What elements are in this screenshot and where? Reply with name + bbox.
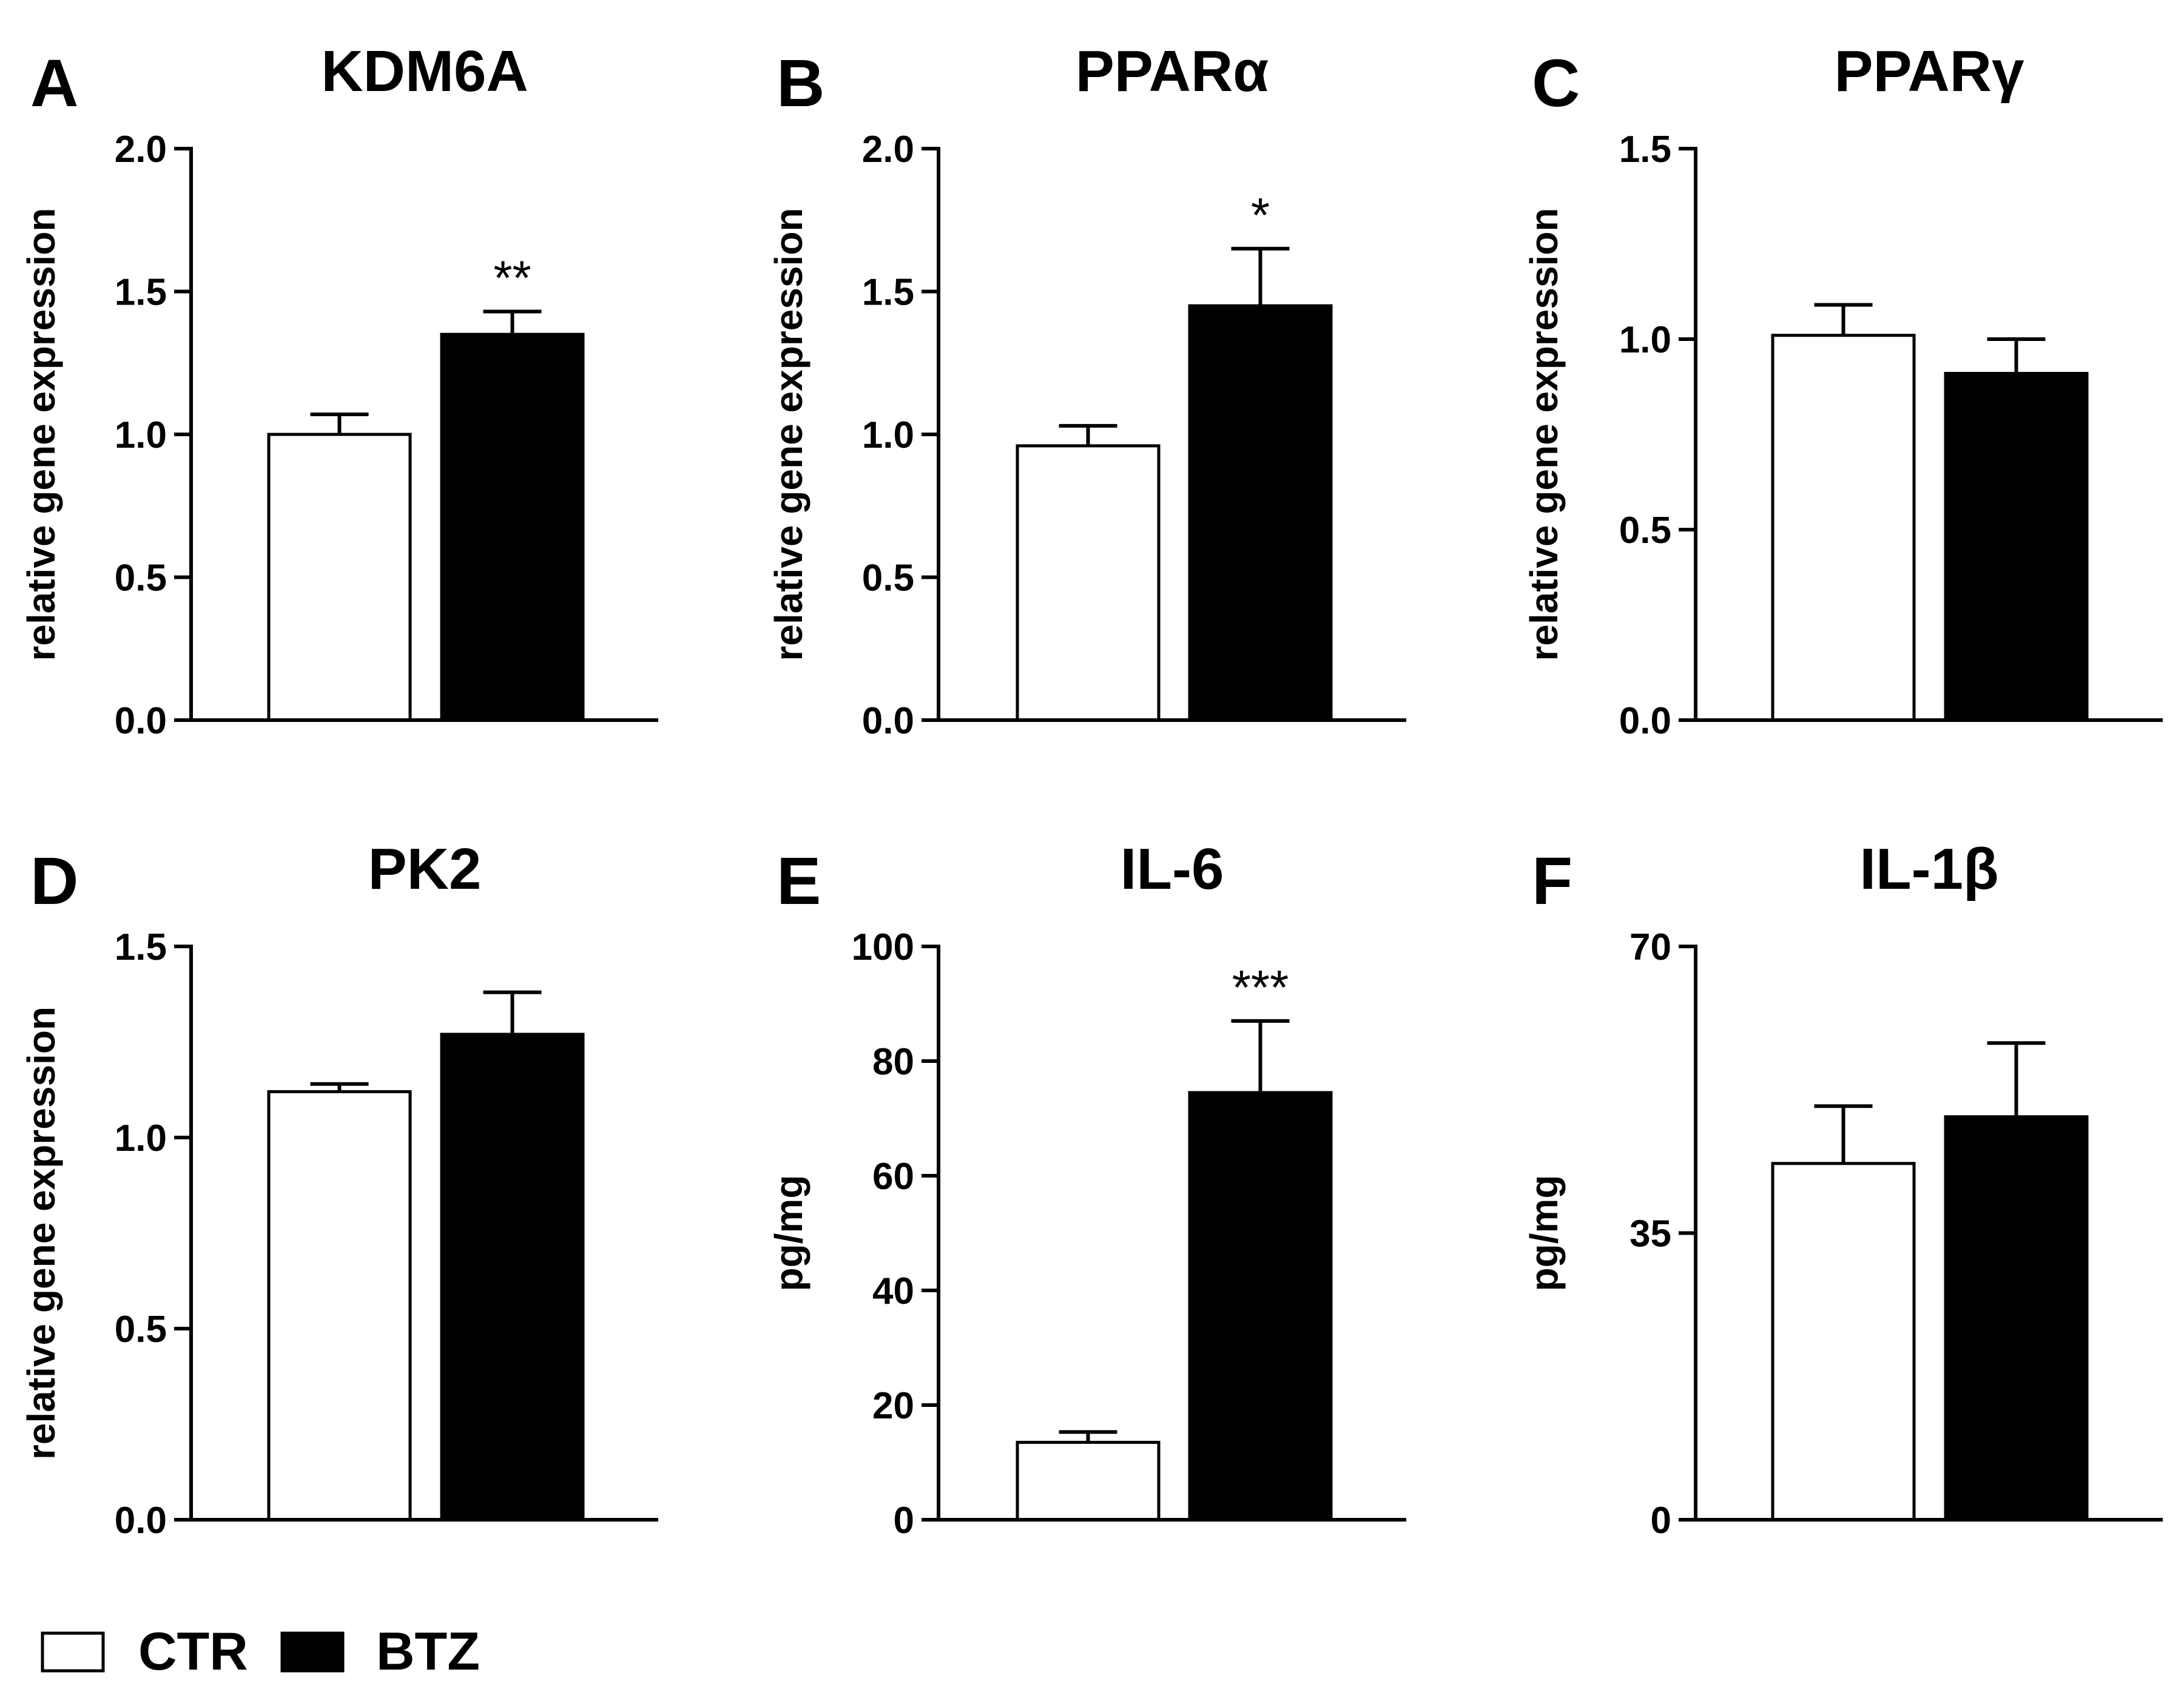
panel-letter-e: E xyxy=(777,844,821,919)
significance-marker-b: * xyxy=(1251,188,1270,242)
bar-ctr-c xyxy=(1771,334,1916,722)
panel-b: B PPARα relative gene expression * 0.0 0.5 1.0… xyxy=(767,39,1406,742)
bar-ctr-b xyxy=(1016,444,1161,722)
panel-a: A KDM6A relative gene expression ** 0.0 0.5 1.… xyxy=(19,39,658,742)
y-tick-label-b: 0.0 xyxy=(862,700,914,742)
bar-ctr-f xyxy=(1771,1162,1916,1522)
bar-btz-f xyxy=(1944,1115,2089,1522)
y-tick-label-d: 1.5 xyxy=(115,926,167,968)
panel-letter-d: D xyxy=(30,844,78,919)
y-axis-label-d: relative gene expression xyxy=(19,1006,63,1460)
y-tick-label-b: 1.0 xyxy=(862,414,914,456)
panel-c: C PPARγ relative gene expression 0.0 0.5 1.0 1… xyxy=(1522,39,2163,742)
y-tick-label-a: 1.5 xyxy=(115,272,167,314)
bar-btz-b xyxy=(1188,304,1333,722)
panel-letter-b: B xyxy=(777,46,824,121)
panel-e: E IL-6 pg/mg *** 0 20 40 60 80 100 xyxy=(767,837,1406,1542)
panel-letter-f: F xyxy=(1532,844,1572,919)
y-tick-label-e: 0 xyxy=(894,1500,914,1542)
bar-ctr-d xyxy=(267,1090,412,1522)
y-tick-label-b: 2.0 xyxy=(862,129,914,170)
legend: CTR BTZ xyxy=(41,1621,480,1681)
y-tick-label-b: 1.5 xyxy=(862,272,914,314)
y-axis-label-c: relative gene expression xyxy=(1522,207,1566,661)
chart-title-b: PPARα xyxy=(1076,39,1269,104)
bar-ctr-a xyxy=(267,433,412,722)
y-tick-label-a: 1.0 xyxy=(115,414,167,456)
y-tick-label-b: 0.5 xyxy=(862,558,914,599)
y-tick-label-e: 20 xyxy=(872,1385,914,1427)
chart-title-d: PK2 xyxy=(368,837,482,902)
y-tick-label-f: 0 xyxy=(1651,1500,1671,1542)
y-tick-label-e: 40 xyxy=(872,1270,914,1312)
y-tick-label-a: 2.0 xyxy=(115,129,167,170)
y-axis-label-b: relative gene expression xyxy=(767,207,811,661)
y-tick-label-c: 1.0 xyxy=(1619,319,1671,361)
legend-label-ctr: CTR xyxy=(138,1621,248,1681)
significance-marker-a: ** xyxy=(493,251,531,305)
panel-d: D PK2 relative gene expression 0.0 0.5 1.0 1.5 xyxy=(19,837,658,1542)
y-axis-label-a: relative gene expression xyxy=(19,207,63,661)
chart-title-c: PPARγ xyxy=(1835,39,2025,104)
legend-swatch-ctr xyxy=(41,1631,105,1673)
y-tick-label-c: 1.5 xyxy=(1619,129,1671,170)
y-axis-label-e: pg/mg xyxy=(767,1175,811,1292)
chart-title-e: IL-6 xyxy=(1121,837,1224,902)
legend-swatch-btz xyxy=(280,1631,345,1673)
bar-btz-e xyxy=(1188,1091,1333,1522)
panel-f: F IL-1β pg/mg 0 35 70 xyxy=(1522,837,2163,1542)
y-tick-label-d: 0.5 xyxy=(115,1309,167,1350)
y-tick-label-e: 60 xyxy=(872,1156,914,1198)
y-tick-label-f: 70 xyxy=(1630,926,1671,968)
y-tick-label-c: 0.0 xyxy=(1619,700,1671,742)
y-axis-label-f: pg/mg xyxy=(1522,1175,1566,1292)
y-tick-label-c: 0.5 xyxy=(1619,510,1671,551)
bar-ctr-e xyxy=(1016,1440,1161,1522)
panel-letter-a: A xyxy=(30,46,78,121)
y-tick-label-d: 1.0 xyxy=(115,1118,167,1159)
y-tick-label-a: 0.0 xyxy=(115,700,167,742)
bar-btz-d xyxy=(440,1033,585,1522)
y-tick-label-d: 0.0 xyxy=(115,1500,167,1542)
chart-title-f: IL-1β xyxy=(1859,837,1998,902)
chart-title-a: KDM6A xyxy=(321,39,528,104)
bar-btz-a xyxy=(440,332,585,722)
y-tick-label-f: 35 xyxy=(1630,1213,1671,1255)
significance-marker-e: *** xyxy=(1232,960,1289,1014)
legend-label-btz: BTZ xyxy=(376,1621,480,1681)
bar-btz-c xyxy=(1944,372,2089,722)
y-tick-label-e: 100 xyxy=(852,926,914,968)
y-tick-label-e: 80 xyxy=(872,1041,914,1083)
y-tick-label-a: 0.5 xyxy=(115,558,167,599)
panel-letter-c: C xyxy=(1532,46,1580,121)
